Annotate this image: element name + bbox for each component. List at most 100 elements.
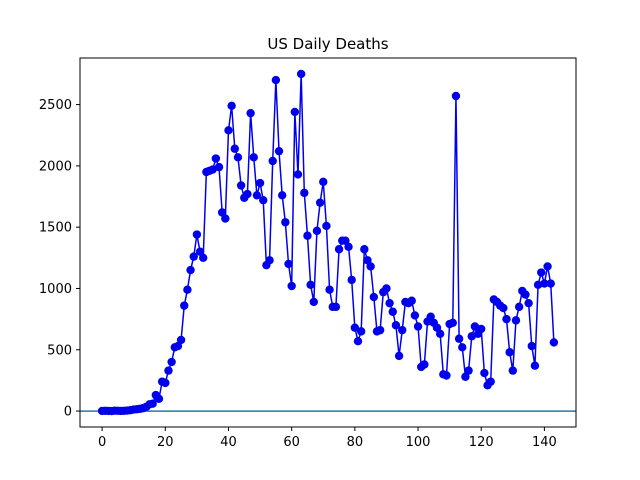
data-point [183, 285, 192, 294]
data-point [511, 316, 521, 325]
y-tick-label: 2000 [39, 159, 72, 174]
data-point [176, 335, 186, 345]
data-point [287, 281, 296, 291]
data-point [233, 153, 243, 162]
x-tick-label: 20 [157, 435, 174, 450]
data-point [293, 170, 303, 179]
data-point [540, 279, 549, 288]
data-point [296, 69, 306, 79]
data-point [537, 268, 546, 277]
data-point [470, 322, 480, 331]
x-tick-label: 140 [532, 435, 557, 450]
data-point [391, 321, 401, 330]
chart-title: US Daily Deaths [267, 35, 388, 53]
data-point [464, 366, 473, 375]
data-point [315, 198, 325, 207]
y-tick-label: 1500 [39, 221, 72, 236]
data-point [227, 101, 236, 111]
data-point [186, 265, 195, 275]
data-point [161, 378, 170, 388]
data-point [480, 368, 489, 378]
data-point [189, 252, 198, 261]
data-point [274, 146, 284, 156]
data-point [505, 348, 514, 357]
data-point [360, 245, 369, 254]
data-point [214, 162, 224, 172]
x-tick-label: 80 [347, 435, 364, 450]
data-point [221, 214, 230, 223]
data-point [375, 325, 385, 335]
data-point [154, 394, 164, 403]
data-point [230, 144, 239, 153]
x-tick-label: 40 [220, 435, 237, 450]
data-point [281, 218, 290, 227]
data-point [331, 302, 341, 312]
data-point [533, 280, 543, 289]
plot-area [80, 69, 576, 416]
data-point [467, 332, 476, 341]
data-point [246, 108, 255, 118]
data-point [322, 221, 331, 231]
data-point [249, 153, 258, 162]
data-point [325, 285, 334, 294]
data-point [252, 191, 262, 200]
axes-frame [79, 57, 577, 428]
data-point [543, 262, 552, 271]
data-point [477, 324, 486, 334]
x-tick-label: 120 [469, 435, 494, 450]
data-point [347, 275, 356, 285]
data-point [454, 334, 464, 343]
data-point [319, 177, 328, 187]
data-point [167, 357, 176, 367]
data-point [394, 351, 404, 361]
data-point [208, 165, 217, 174]
data-point [271, 75, 281, 85]
data-point [268, 156, 277, 166]
data-point [549, 338, 559, 347]
data-point [502, 314, 511, 324]
data-point [236, 181, 246, 190]
data-point [407, 296, 416, 305]
data-point [306, 280, 315, 289]
data-point [259, 196, 268, 205]
data-point [435, 329, 445, 339]
data-point [366, 262, 375, 271]
data-point [224, 126, 233, 135]
data-point [448, 318, 457, 327]
data-point [369, 292, 379, 302]
data-point [312, 226, 322, 236]
data-point [309, 297, 318, 307]
data-point [451, 91, 461, 101]
data-point [521, 290, 530, 299]
data-point [382, 284, 391, 293]
y-tick-label: 500 [47, 343, 72, 358]
data-point [211, 154, 221, 163]
data-point [508, 366, 518, 375]
x-tick-label: 60 [283, 435, 300, 450]
data-point [164, 366, 173, 375]
y-tick-label: 1000 [39, 282, 72, 297]
data-point [420, 360, 429, 369]
y-tick-label: 0 [64, 405, 72, 420]
data-point [546, 279, 555, 288]
data-point [530, 361, 540, 370]
data-point [290, 107, 300, 117]
data-point [265, 256, 274, 265]
axes: 0 20 40 60 80 100 120 140 0 500 1000 1500 2000 2500 [39, 57, 577, 450]
x-tick-label: 100 [406, 435, 431, 450]
x-tick-label: 0 [98, 435, 106, 450]
y-tick-label: 2500 [39, 98, 72, 113]
data-point [458, 343, 467, 352]
data-point [356, 327, 366, 336]
data-point [442, 371, 451, 380]
data-point [514, 302, 524, 312]
data-point [527, 341, 536, 351]
data-point [192, 230, 202, 239]
data-point [410, 311, 420, 320]
data-point [388, 307, 397, 316]
data-point [255, 178, 265, 188]
data-point [413, 322, 423, 331]
data-point [180, 301, 189, 310]
